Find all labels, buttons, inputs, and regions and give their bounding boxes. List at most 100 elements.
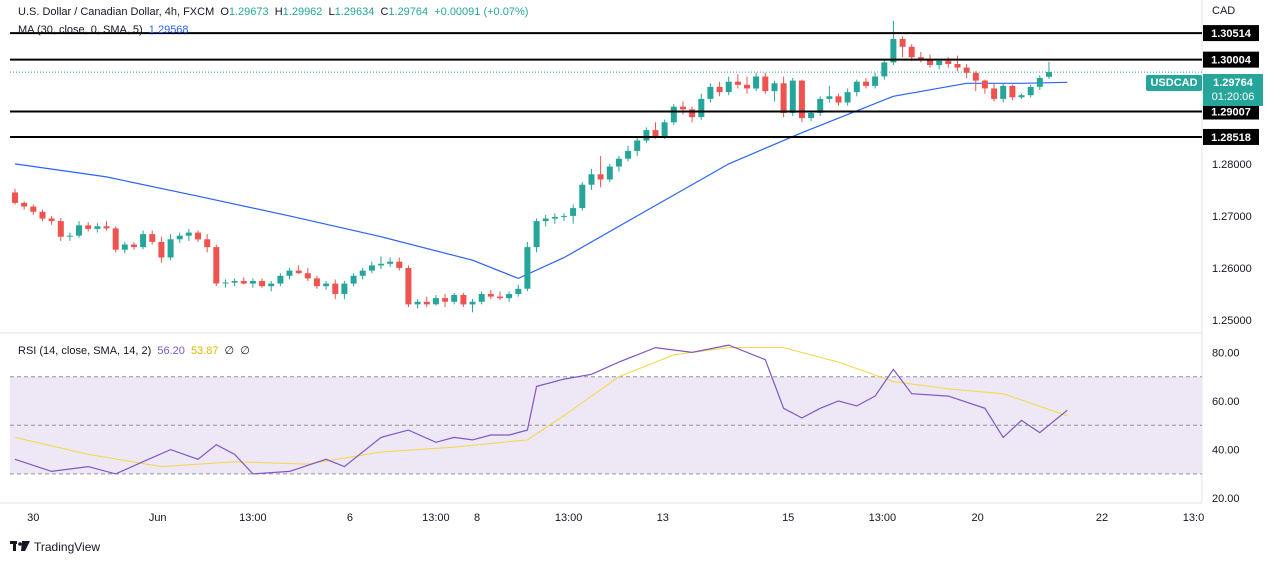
candle	[140, 230, 147, 250]
ma-legend[interactable]: MA (30, close, 0, SMA, 5) 1.29568	[18, 24, 192, 36]
candle	[817, 96, 824, 117]
rsi-extra-1: ∅	[224, 345, 235, 357]
candle-body	[689, 109, 696, 118]
candle-body	[533, 221, 540, 248]
symbol-tag[interactable]: USDCAD	[1146, 75, 1202, 91]
candle-body	[396, 261, 403, 268]
candle	[1027, 84, 1034, 98]
candle-body	[917, 57, 924, 60]
candle	[497, 291, 503, 301]
candle-body	[972, 72, 979, 81]
candle-body	[158, 241, 165, 258]
candle	[213, 244, 220, 287]
candle	[112, 226, 119, 253]
candle	[176, 232, 183, 243]
candle	[478, 291, 485, 305]
candle	[716, 81, 723, 97]
candle-body	[414, 301, 421, 305]
candle	[231, 278, 238, 287]
candle	[204, 234, 211, 253]
candle-body	[332, 283, 339, 294]
candle-body	[423, 301, 430, 305]
rsi-legend[interactable]: RSI (14, close, SMA, 14, 2) 56.20 53.87 …	[18, 344, 253, 357]
time-tick: 13:00	[422, 512, 450, 524]
candle	[661, 119, 668, 139]
level-label-2: 1.30004	[1211, 55, 1252, 67]
candle	[30, 204, 37, 215]
candle-body	[789, 80, 796, 113]
candle	[890, 20, 897, 66]
candle	[634, 137, 641, 157]
candle-body	[222, 282, 229, 284]
candle	[387, 257, 394, 267]
candle-body	[625, 150, 632, 159]
candle-body	[286, 270, 293, 276]
open-label: O	[220, 6, 229, 18]
last-price-value: 1.29764	[1213, 77, 1253, 89]
time-tick: 8	[474, 512, 480, 524]
candle-body	[615, 158, 622, 167]
candle-body	[652, 130, 659, 137]
candle	[515, 284, 522, 297]
candle	[57, 218, 64, 241]
candle-body	[981, 80, 988, 89]
level-label-bg-1	[1203, 25, 1259, 42]
candle	[167, 234, 174, 261]
candle	[39, 209, 46, 222]
candle	[222, 279, 229, 288]
candle	[744, 76, 750, 94]
candle	[185, 228, 192, 241]
candle-body	[506, 294, 513, 299]
rsi-value: 56.20	[157, 345, 185, 357]
candle	[963, 63, 970, 79]
candle-body	[497, 296, 503, 299]
candle	[872, 72, 879, 89]
candle-body	[680, 106, 686, 110]
high-value: 1.29962	[282, 6, 323, 18]
candle	[12, 188, 18, 205]
candle	[76, 221, 82, 238]
candle-body	[707, 86, 714, 99]
candle	[533, 218, 540, 253]
candle-body	[76, 225, 82, 236]
candle	[762, 72, 769, 94]
candle	[780, 76, 787, 118]
candle-body	[524, 247, 531, 289]
candle	[789, 78, 796, 117]
candle	[368, 261, 375, 274]
candle	[341, 280, 348, 300]
candle-body	[551, 217, 558, 219]
candle	[561, 213, 567, 222]
tradingview-logo-icon	[10, 541, 30, 551]
candle-body	[130, 244, 137, 248]
candle	[771, 80, 778, 102]
candle-body	[487, 294, 494, 297]
candle-body	[954, 64, 961, 68]
candle-body	[103, 226, 110, 229]
candle	[808, 110, 815, 122]
ma-label[interactable]: MA (30, close, 0, SMA, 5)	[18, 24, 143, 36]
ma-value: 1.29568	[148, 24, 189, 36]
currency-label: CAD	[1212, 5, 1236, 17]
tradingview-logo[interactable]: TradingView	[10, 540, 100, 554]
candle-body	[570, 208, 577, 216]
rsi-sma-line	[14, 347, 1068, 468]
candle	[268, 280, 275, 292]
candle-body	[121, 244, 128, 250]
candle	[158, 236, 165, 263]
candle-body	[762, 76, 769, 92]
symbol-title[interactable]: U.S. Dollar / Canadian Dollar, 4h, FXCM	[18, 6, 215, 18]
candle-body	[908, 46, 915, 58]
candle-body	[451, 295, 458, 302]
candle-body	[66, 235, 73, 237]
close-value: 1.29764	[388, 6, 429, 18]
time-tick: 30	[27, 512, 39, 524]
chart-legend[interactable]: U.S. Dollar / Canadian Dollar, 4h, FXCM …	[18, 6, 531, 18]
candle-body	[561, 215, 567, 217]
level-label-bg-3	[1203, 103, 1259, 120]
candle	[615, 156, 622, 172]
candle-body	[478, 294, 485, 302]
rsi-label[interactable]: RSI (14, close, SMA, 14, 2)	[18, 345, 152, 357]
price-tick: 1.25000	[1212, 315, 1252, 327]
